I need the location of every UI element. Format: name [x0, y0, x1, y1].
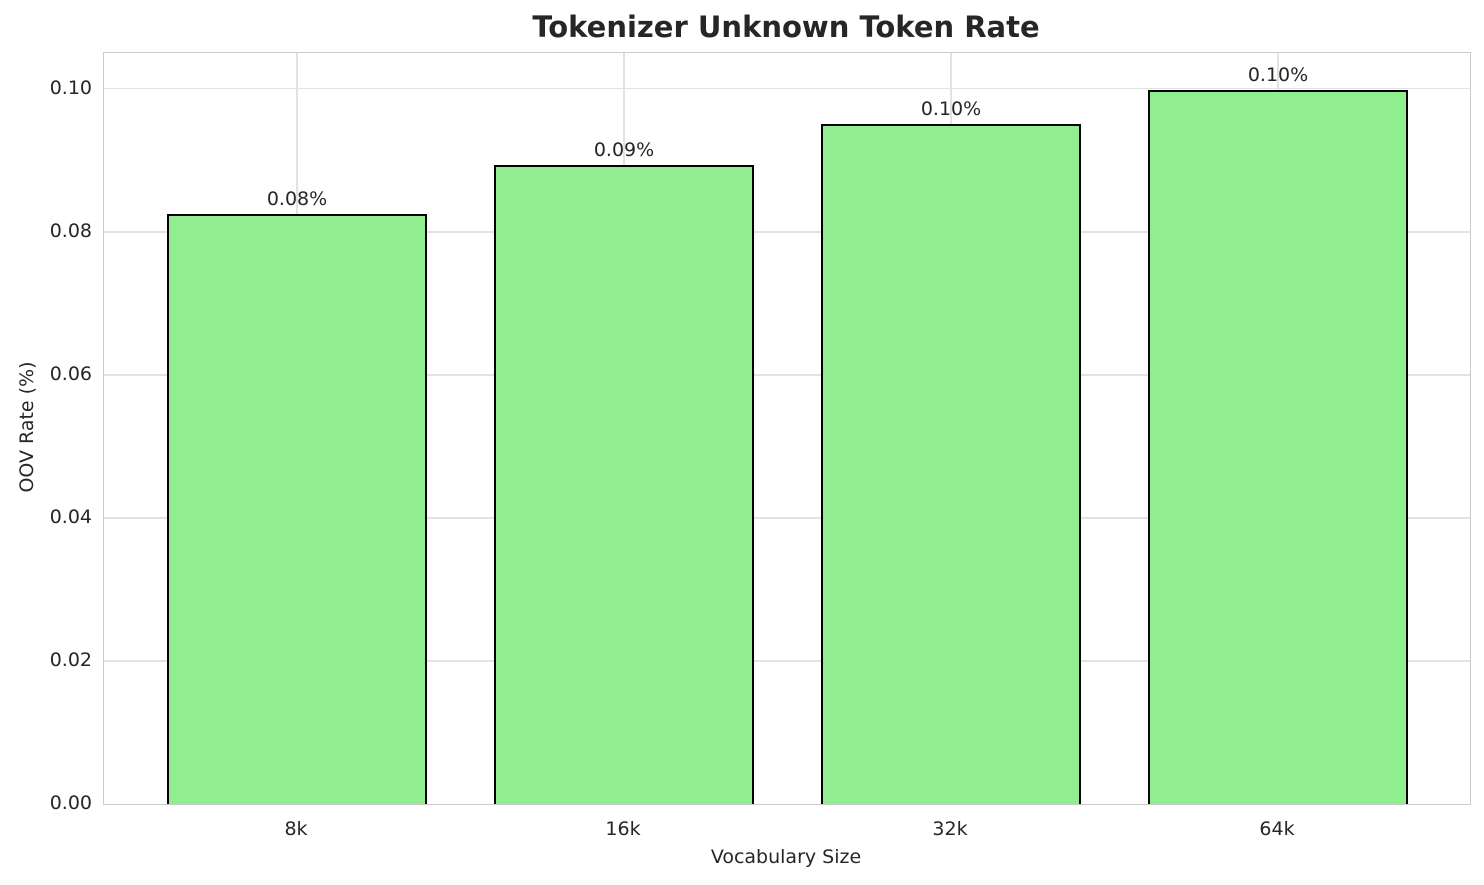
x-tick-label-64k: 64k [1259, 818, 1295, 840]
x-tick-label-32k: 32k [932, 818, 968, 840]
y-tick-label: 0.08 [49, 219, 92, 242]
bar-64k [1148, 90, 1408, 804]
y-tick-label: 0.04 [49, 505, 92, 528]
y-tick-label: 0.00 [49, 792, 92, 814]
bar-8k [167, 213, 427, 804]
gridline-horizontal [104, 231, 1470, 233]
bar-32k [821, 123, 1081, 804]
bar-16k [494, 165, 754, 804]
x-tick-label-16k: 16k [605, 818, 641, 840]
x-tick-label-8k: 8k [284, 818, 308, 840]
gridline-horizontal [104, 88, 1470, 90]
gridline-horizontal [104, 374, 1470, 376]
x-axis-label: Vocabulary Size [710, 846, 862, 868]
gridline-horizontal [104, 660, 1470, 662]
chart-title: Tokenizer Unknown Token Rate [532, 10, 1040, 44]
bar-value-label: 0.10% [920, 97, 982, 120]
y-tick-label: 0.10 [49, 76, 92, 99]
bar-value-label: 0.10% [1247, 64, 1309, 87]
bar-value-label: 0.09% [593, 139, 655, 162]
bar-value-label: 0.08% [266, 187, 328, 210]
plot-area: 0.08% 0.09% 0.10% 0.10% [103, 52, 1471, 805]
y-tick-label: 0.06 [49, 362, 92, 385]
gridline-horizontal [104, 517, 1470, 519]
y-tick-label: 0.02 [49, 648, 92, 671]
